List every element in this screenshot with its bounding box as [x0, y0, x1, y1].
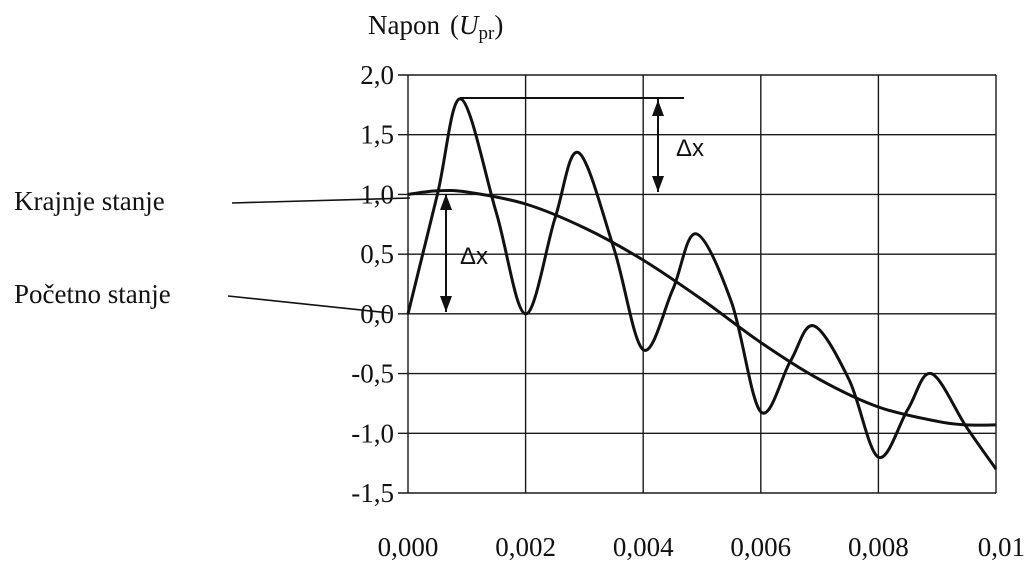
upper-delta-arrowhead-bottom: [652, 176, 664, 192]
lower-delta-arrowhead-top: [440, 194, 452, 210]
y-tick-label: -0,5: [351, 359, 394, 389]
upper-delta-label: Δx: [676, 135, 704, 162]
x-tick-label: 0,01: [978, 532, 1025, 562]
y-tick-label: -1,0: [351, 418, 394, 448]
lower-delta-label: Δx: [460, 243, 488, 270]
smooth-series-line: [408, 190, 996, 425]
krajnje-stanje-label: Krajnje stanje: [14, 186, 165, 216]
upper-delta-arrowhead-top: [652, 100, 664, 116]
pocetno-stanje-label: Početno stanje: [14, 279, 171, 309]
x-tick-label: 0,008: [848, 532, 909, 562]
y-tick-label: 2,0: [360, 60, 394, 90]
x-tick-label: 0,004: [613, 532, 674, 562]
y-tick-label: 0,5: [360, 239, 394, 269]
lower-delta-arrowhead-bottom: [440, 296, 452, 312]
x-tick-labels: 0,000 0,002 0,004 0,006 0,008 0,01: [378, 532, 1025, 562]
x-tick-label: 0,006: [730, 532, 791, 562]
y-tick-label: -1,5: [351, 478, 394, 508]
y-tick-label: 1,5: [360, 120, 394, 150]
x-tick-label: 0,000: [378, 532, 439, 562]
y-tick-labels: 2,0 1,5 1,0 0,5 0,0 -0,5 -1,0 -1,5: [351, 60, 394, 508]
y-tick-label: 0,0: [360, 299, 394, 329]
x-tick-label: 0,002: [495, 532, 556, 562]
chart-title: Napon (Upr): [368, 10, 503, 44]
y-tick-label: 1,0: [360, 179, 394, 209]
